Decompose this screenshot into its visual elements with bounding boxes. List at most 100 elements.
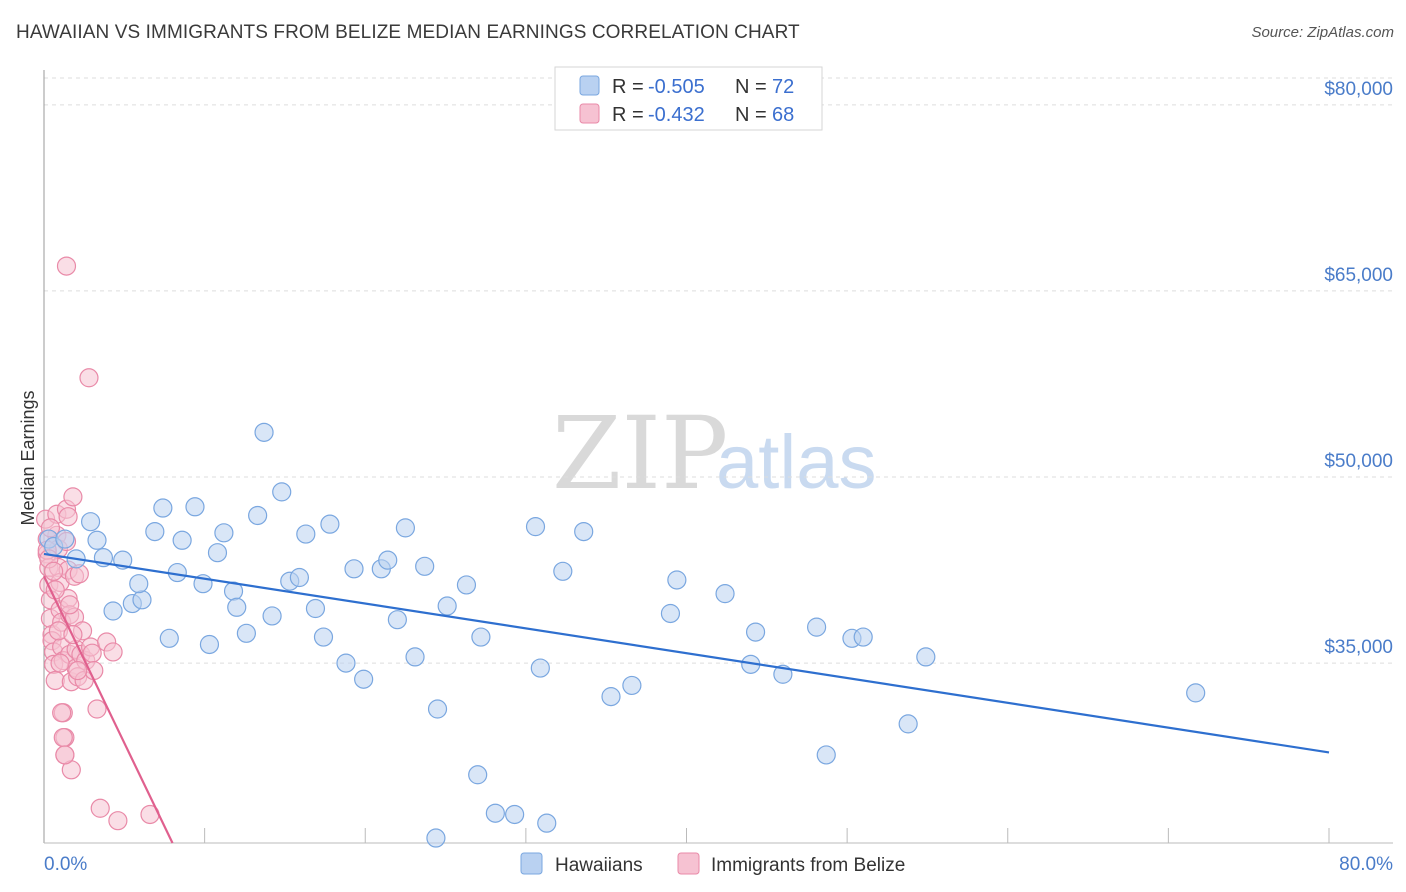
belize-point-63 — [55, 745, 75, 765]
y-axis-label: Median Earnings — [18, 390, 38, 525]
legend-hawaiians-n-label: N = — [735, 76, 767, 98]
hawaiians-point-47 — [471, 627, 491, 647]
hawaiians-point-54 — [574, 521, 594, 542]
hawaiians-point-34 — [320, 514, 340, 534]
legend-bottom-swatch-belize — [677, 852, 700, 875]
belize-point-47 — [87, 699, 107, 719]
hawaiians-point-41 — [395, 518, 416, 538]
hawaiians-point-24 — [236, 623, 256, 643]
legend-swatch-hawaiians — [579, 75, 600, 96]
legend-hawaiians-n-value: 72 — [772, 76, 794, 98]
legend-bottom-label-belize: Immigrants from Belize — [711, 855, 905, 876]
belize-point-57 — [44, 561, 64, 581]
hawaiians-point-31 — [296, 524, 316, 544]
chart-title: HAWAIIAN VS IMMIGRANTS FROM BELIZE MEDIA… — [16, 22, 800, 43]
hawaiians-point-64 — [816, 745, 836, 765]
y-tick-label-2: $65,000 — [1324, 265, 1393, 286]
hawaiians-point-58 — [667, 570, 687, 590]
trend-line-hawaiians — [43, 552, 1330, 754]
hawaiians-point-30 — [289, 567, 309, 588]
y-tick-label-1: $50,000 — [1324, 451, 1393, 472]
belize-point-65 — [60, 595, 80, 615]
hawaiians-point-70 — [468, 765, 488, 785]
watermark-atlas: atlas — [716, 420, 877, 505]
grid — [44, 77, 1393, 664]
belize-point-60 — [50, 653, 70, 673]
hawaiians-point-48 — [485, 803, 505, 823]
hawaiians-point-4 — [80, 512, 101, 532]
legend-bottom-label-hawaiians: Hawaiians — [555, 855, 643, 876]
hawaiians-point-12 — [145, 521, 165, 542]
legend-belize-r-value: -0.432 — [648, 104, 705, 126]
belize-point-32 — [63, 487, 83, 507]
hawaiians-point-33 — [313, 627, 334, 647]
hawaiians-point-69 — [1186, 683, 1206, 703]
hawaiians-point-35 — [336, 653, 356, 673]
belize-point-51 — [108, 811, 128, 831]
hawaiians-point-23 — [227, 597, 247, 617]
hawaiians-point-32 — [305, 598, 326, 619]
legend-belize-n-value: 68 — [772, 104, 794, 126]
hawaiians-point-63 — [807, 617, 827, 637]
hawaiians-point-50 — [525, 517, 546, 537]
hawaiians-point-2 — [55, 529, 75, 549]
hawaiians-point-66 — [853, 627, 873, 647]
y-tick-label-0: $35,000 — [1324, 637, 1393, 658]
hawaiians-point-37 — [354, 669, 374, 689]
hawaiians-point-49 — [505, 804, 525, 825]
hawaiians-point-13 — [153, 498, 173, 518]
y-tick-label-3: $80,000 — [1324, 79, 1393, 100]
hawaiians-point-53 — [553, 561, 573, 581]
legend-hawaiians-r-value: -0.505 — [648, 76, 705, 98]
belize-point-43 — [79, 368, 99, 388]
legend-hawaiians-r-label: R = — [612, 76, 644, 98]
belize-point-67 — [68, 660, 88, 681]
legend-belize-r-label: R = — [612, 104, 644, 126]
belize-point-64 — [58, 507, 78, 527]
trend-lines — [43, 552, 1330, 844]
belize-point-58 — [45, 580, 65, 600]
trend-line-belize — [43, 575, 174, 844]
hawaiians-point-36 — [344, 559, 364, 579]
belize-point-61 — [52, 703, 72, 723]
x-tick-marks — [43, 828, 1330, 843]
hawaiians-point-56 — [622, 675, 642, 696]
hawaiians-point-40 — [387, 610, 407, 630]
hawaiians-point-43 — [415, 556, 435, 576]
legend-swatch-belize — [579, 103, 600, 124]
belize-point-53 — [56, 256, 77, 276]
chart-source: Source: ZipAtlas.com — [1251, 24, 1394, 41]
hawaiians-point-17 — [185, 497, 205, 517]
hawaiians-point-55 — [601, 687, 621, 707]
x-tick-label-min: 0.0% — [44, 854, 87, 875]
hawaiians-point-11 — [129, 574, 149, 594]
x-tick-label-max: 80.0% — [1339, 854, 1393, 875]
hawaiians-point-61 — [745, 622, 766, 642]
watermark: ZIP atlas — [552, 395, 877, 512]
hawaiians-point-52 — [537, 813, 557, 833]
hawaiians-point-45 — [437, 596, 457, 616]
legend-top: R = -0.505 N = 72 R = -0.432 N = 68 — [554, 66, 823, 131]
hawaiians-point-16 — [172, 530, 192, 550]
belize-point-62 — [53, 727, 73, 748]
hawaiians-point-10 — [132, 590, 152, 610]
series-hawaiians-points — [39, 422, 1206, 848]
hawaiians-point-67 — [898, 714, 918, 734]
hawaiians-point-19 — [199, 634, 220, 655]
hawaiians-point-25 — [248, 505, 268, 526]
hawaiians-point-71 — [426, 828, 446, 848]
hawaiians-point-14 — [159, 628, 179, 648]
hawaiians-point-42 — [405, 647, 425, 667]
legend-bottom-swatch-hawaiians — [520, 852, 543, 875]
hawaiians-point-26 — [254, 422, 274, 442]
hawaiians-point-46 — [456, 575, 477, 595]
legend-bottom: Hawaiians Immigrants from Belize — [520, 852, 905, 876]
legend-belize-n-label: N = — [735, 104, 767, 126]
y-tick-labels: $35,000 $50,000 $65,000 $80,000 — [1324, 79, 1393, 658]
hawaiians-point-59 — [715, 584, 735, 604]
hawaiians-point-39 — [378, 550, 398, 570]
hawaiians-point-27 — [262, 606, 282, 626]
watermark-zip: ZIP — [552, 395, 728, 512]
belize-point-50 — [103, 642, 123, 662]
